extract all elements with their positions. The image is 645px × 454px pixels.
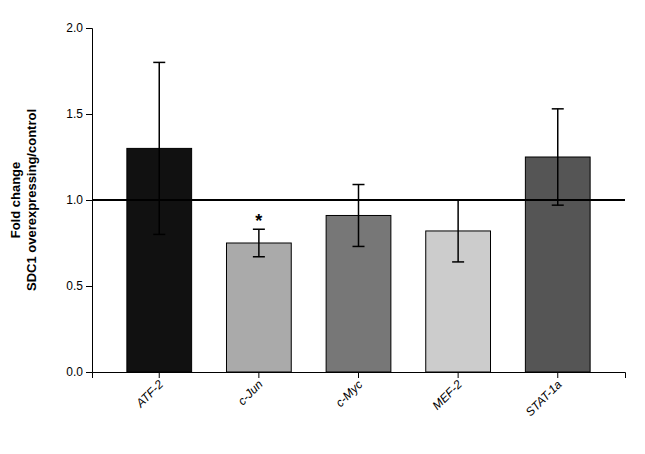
y-axis: 0.0 0.5 1.0 1.5 2.0 (66, 21, 92, 379)
y-tick-label: 1.0 (66, 193, 83, 207)
error-bar-stem (258, 229, 260, 257)
y-tick-label: 2.0 (66, 21, 83, 35)
error-bar (153, 62, 165, 234)
x-tick-label: c-Jun (235, 377, 266, 408)
y-tick-mark (86, 372, 92, 373)
y-tick-mark (86, 28, 92, 29)
y-axis-title-line: SDC1 overexpressing/control (24, 109, 39, 291)
error-bar-stem (557, 109, 559, 205)
bar (226, 243, 291, 372)
x-tick-mark (358, 372, 359, 378)
x-tick-label: c-Myc (333, 377, 366, 410)
chart-container: * 0.0 0.5 1.0 1.5 2.0 ATF-2 c-Jun c-Myc MEF-2 STAT… (0, 0, 645, 454)
y-tick: 0.5 (66, 279, 92, 293)
x-tick: c-Jun (235, 372, 266, 408)
error-bar (353, 185, 365, 247)
x-tick-mark (557, 372, 558, 378)
axis-line (93, 373, 626, 379)
error-bar-cap (153, 62, 165, 64)
x-tick-mark (458, 372, 459, 378)
error-bar-cap (353, 184, 365, 186)
reference-line (92, 199, 625, 201)
y-tick-label: 0.0 (66, 365, 83, 379)
marks (92, 62, 625, 372)
x-tick-mark (258, 372, 259, 378)
significance-markers: * (255, 211, 262, 231)
x-tick-label: STAT-1a (523, 377, 565, 419)
error-bar-cap (552, 204, 564, 206)
y-tick: 0.0 (66, 365, 92, 379)
y-tick: 2.0 (66, 21, 92, 35)
error-bar (253, 229, 265, 257)
x-tick-mark (159, 372, 160, 378)
plot-root: * 0.0 0.5 1.0 1.5 2.0 ATF-2 c-Jun c-Myc MEF-2 STAT… (8, 21, 626, 419)
x-axis: ATF-2 c-Jun c-Myc MEF-2 STAT-1a (93, 372, 626, 419)
y-tick-label: 1.5 (66, 107, 83, 121)
y-tick-mark (86, 200, 92, 201)
error-bar-cap (153, 234, 165, 236)
error-bar-cap (452, 261, 464, 263)
y-axis-title: Fold changeSDC1 overexpressing/control (8, 109, 39, 291)
x-tick: ATF-2 (132, 372, 166, 411)
error-bar-cap (552, 108, 564, 110)
y-tick-mark (86, 114, 92, 115)
y-tick: 1.0 (66, 193, 92, 207)
error-bar-cap (353, 246, 365, 248)
error-bar (452, 200, 464, 262)
y-axis-title-line: Fold change (8, 162, 23, 239)
significance-marker: * (255, 211, 262, 231)
error-bar-stem (158, 62, 160, 234)
error-bar (552, 109, 564, 205)
error-bar-cap (253, 256, 265, 258)
x-tick: c-Myc (333, 372, 366, 410)
y-tick: 1.5 (66, 107, 92, 121)
x-tick-label: MEF-2 (430, 377, 466, 413)
y-tick-mark (86, 286, 92, 287)
x-tick-label: ATF-2 (132, 377, 166, 411)
chart-svg: * 0.0 0.5 1.0 1.5 2.0 ATF-2 c-Jun c-Myc MEF-2 STAT… (0, 0, 645, 454)
axis-line (86, 29, 93, 373)
error-bar-stem (457, 200, 459, 262)
y-tick-label: 0.5 (66, 279, 83, 293)
error-bar-stem (358, 185, 360, 247)
x-tick: STAT-1a (523, 372, 565, 419)
x-tick: MEF-2 (430, 372, 466, 413)
